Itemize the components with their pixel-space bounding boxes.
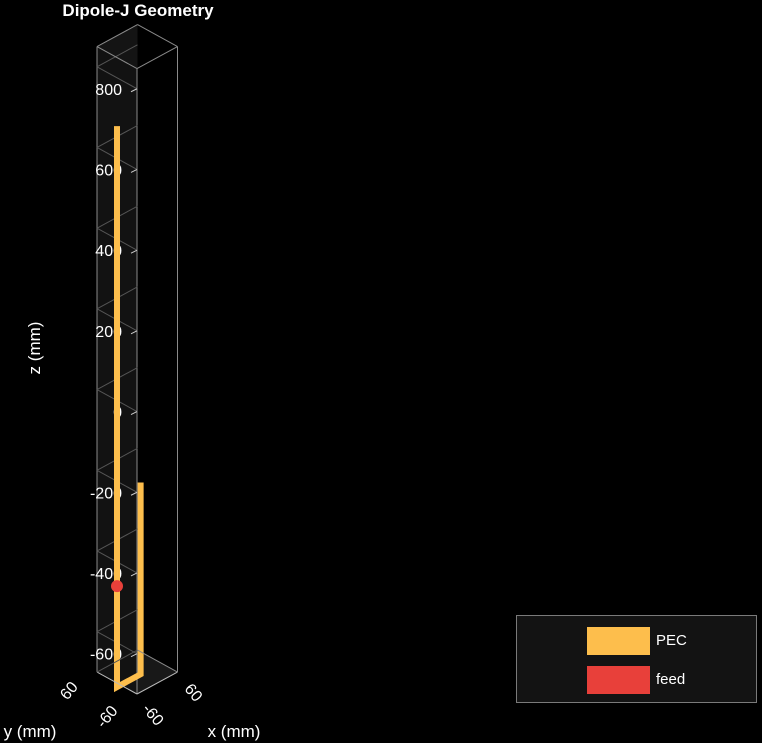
z-tick-mark — [130, 491, 138, 496]
legend: PEC feed — [516, 615, 757, 703]
y-tick-label: -60 — [94, 703, 122, 732]
legend-swatch-pec — [587, 627, 650, 655]
y-tick-label: 60 — [57, 679, 82, 704]
z-tick-mark — [130, 88, 138, 93]
z-axis-label: z (mm) — [25, 322, 44, 375]
floor-edge-right — [137, 649, 178, 673]
box-back-edges — [96, 24, 178, 695]
y-axis-label: y (mm) — [4, 722, 57, 741]
top-edge-back — [96, 24, 138, 48]
x-tick-label: -60 — [139, 701, 167, 730]
series-layer — [111, 126, 144, 693]
z-tick-mark — [130, 249, 138, 254]
z-tick-mark — [130, 411, 138, 415]
gridline-z — [96, 44, 138, 68]
chart-title: Dipole-J Geometry — [62, 1, 214, 20]
x-axis-label: x (mm) — [208, 722, 261, 741]
top-edge-x — [136, 46, 178, 70]
z-tick-label: 800 — [95, 82, 122, 99]
floor-edge-y — [96, 671, 138, 695]
floor-edge-back — [96, 649, 138, 673]
z-tick-mark — [130, 572, 138, 577]
series-feed-marker — [111, 580, 124, 593]
top-edge-right — [137, 24, 178, 48]
box-front-edges — [96, 24, 178, 695]
legend-label-feed: feed — [656, 671, 686, 688]
z-tick-mark — [130, 330, 138, 335]
series-pec-line — [114, 126, 144, 693]
legend-swatch-feed — [587, 666, 650, 694]
x-tick-label: 60 — [181, 681, 206, 706]
gridline-z — [96, 66, 138, 90]
z-tick-mark — [130, 169, 138, 173]
legend-label-pec: PEC — [656, 632, 687, 649]
floor-edge-x — [136, 671, 178, 695]
top-edge-y — [96, 46, 138, 70]
z-tick-mark — [130, 653, 138, 658]
